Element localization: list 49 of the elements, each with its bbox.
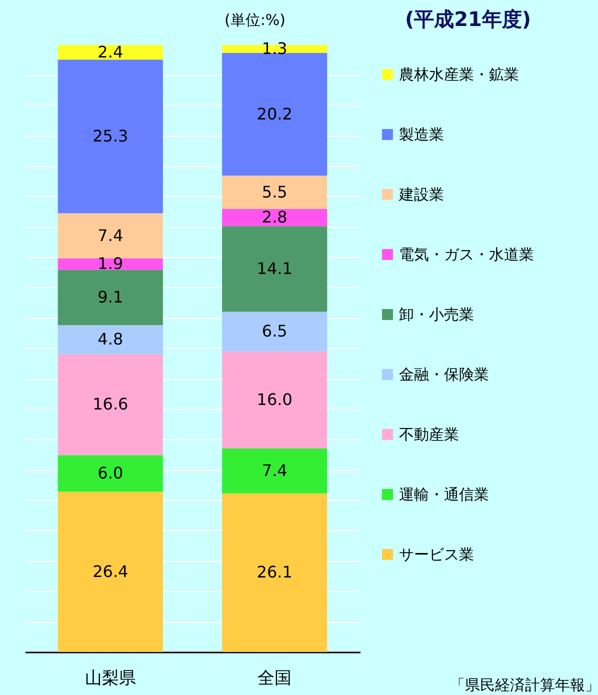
data-label: 2.4	[98, 42, 124, 62]
bar	[58, 325, 163, 354]
x-tick-label: 全国	[258, 668, 292, 688]
bar	[58, 45, 163, 60]
data-label: 26.4	[92, 562, 128, 581]
bar	[222, 351, 328, 448]
data-label: 25.3	[92, 126, 128, 146]
text: (平成21年度)	[404, 7, 532, 31]
bar	[58, 354, 163, 456]
data-label: 9.1	[98, 287, 124, 306]
text: 「県民経済計算年報」	[450, 676, 598, 694]
bar	[222, 52, 328, 176]
data-label: 4.8	[98, 330, 124, 349]
bar	[222, 226, 328, 312]
bar	[222, 209, 328, 226]
data-label: 6.5	[262, 321, 288, 340]
legend-label: 製造業	[399, 126, 444, 144]
legend-label: 農林水産業・鉱業	[399, 66, 519, 84]
data-label: 7.4	[262, 460, 288, 480]
bar	[222, 176, 328, 210]
legend-label: サービス業	[399, 546, 474, 564]
x-tick-label: 山梨県	[84, 668, 136, 688]
legend-label: 運輸・通信業	[399, 486, 489, 504]
bar	[222, 493, 328, 652]
bar	[58, 60, 163, 214]
legend-label: 金融・保険業	[399, 366, 489, 384]
data-label: 5.5	[262, 182, 288, 202]
bar	[58, 213, 163, 258]
bar	[58, 270, 163, 326]
bar	[222, 312, 328, 352]
data-label: 1.3	[262, 38, 288, 58]
data-label: 2.8	[262, 208, 288, 227]
data-label: 20.2	[256, 104, 292, 124]
bar	[58, 455, 163, 492]
bar	[222, 448, 328, 494]
bar	[58, 492, 163, 652]
data-label: 16.0	[256, 390, 292, 409]
bar	[58, 258, 163, 270]
legend-label: 卸・小売業	[399, 306, 474, 324]
legend-label: 建設業	[398, 186, 444, 204]
data-label: 7.4	[98, 226, 124, 245]
data-label: 1.9	[98, 254, 124, 274]
data-label: 16.6	[92, 394, 128, 414]
data-label: 14.1	[256, 258, 292, 278]
legend-label: 不動産業	[399, 426, 459, 444]
legend-label: 電気・ガス・水道業	[399, 246, 534, 264]
data-label: 6.0	[98, 463, 124, 482]
text: (単位:%)	[224, 11, 286, 29]
data-label: 26.1	[256, 562, 292, 582]
